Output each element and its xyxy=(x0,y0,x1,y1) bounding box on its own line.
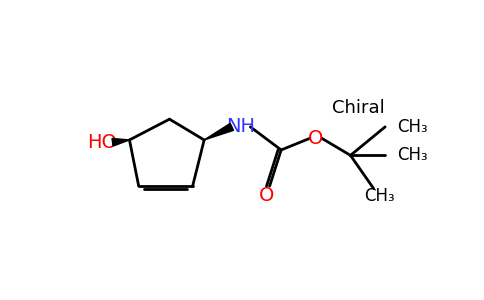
Text: HO: HO xyxy=(87,133,117,152)
Text: O: O xyxy=(259,186,274,205)
Polygon shape xyxy=(204,123,233,140)
Text: CH₃: CH₃ xyxy=(397,118,428,136)
Text: Chiral: Chiral xyxy=(332,99,384,117)
Text: NH: NH xyxy=(227,117,256,136)
Text: CH₃: CH₃ xyxy=(397,146,428,164)
Text: O: O xyxy=(308,129,323,148)
Polygon shape xyxy=(112,138,130,146)
Text: CH₃: CH₃ xyxy=(364,187,395,205)
